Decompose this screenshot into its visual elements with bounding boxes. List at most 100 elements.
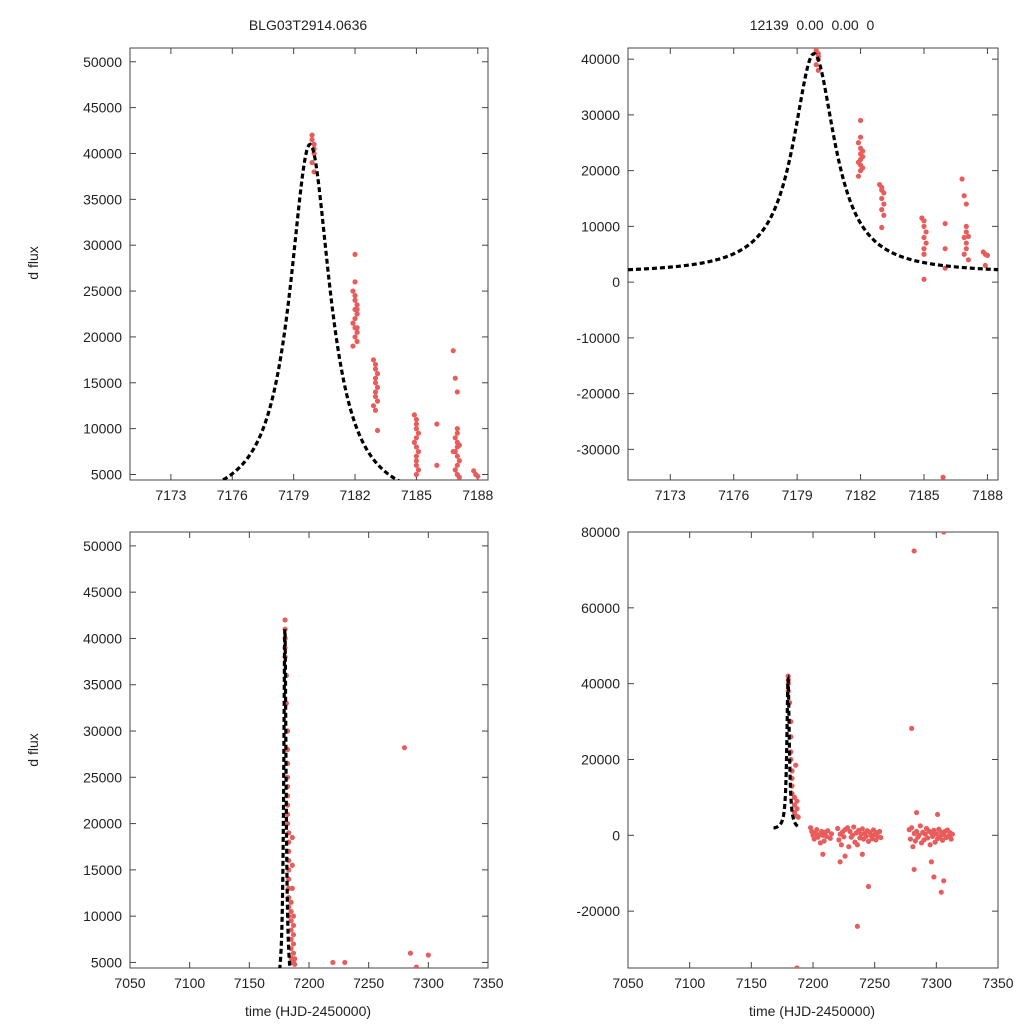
data-point [821, 838, 827, 844]
data-point [859, 826, 865, 832]
data-point [963, 201, 969, 207]
data-point [415, 430, 422, 436]
data-point [292, 961, 298, 967]
y-tick-label: 15000 [83, 862, 122, 878]
data-point [984, 252, 991, 258]
data-point [842, 853, 848, 859]
data-point [354, 306, 360, 313]
data-point [940, 474, 946, 480]
data-point [370, 357, 377, 363]
y-tick-label: 50000 [83, 538, 122, 554]
x-tick-label: 7185 [401, 487, 432, 503]
data-point [454, 426, 460, 432]
data-point [290, 941, 297, 947]
y-tick-label: 20000 [83, 329, 122, 345]
data-point [877, 828, 883, 835]
data-point [454, 430, 460, 436]
data-point [963, 223, 969, 229]
data-point [288, 908, 294, 915]
data-point [352, 297, 358, 303]
data-point [941, 878, 947, 884]
plot-area [278, 617, 431, 968]
x-tick-label: 7300 [413, 975, 444, 991]
data-point [350, 320, 356, 326]
x-tick-label: 7179 [782, 487, 813, 503]
data-point [827, 835, 833, 841]
y-tick-label: 15000 [83, 375, 122, 391]
data-point [413, 421, 419, 427]
x-tick-label: 7188 [972, 487, 1003, 503]
data-point [931, 874, 937, 880]
y-tick-label: 0 [612, 827, 620, 843]
data-point [836, 837, 842, 843]
y-tick-label: 35000 [83, 191, 122, 207]
data-point [909, 725, 915, 731]
data-point [795, 814, 801, 820]
data-point [288, 918, 294, 924]
data-point [909, 825, 915, 831]
data-point [922, 831, 928, 837]
data-point [914, 809, 920, 816]
y-tick-label: 5000 [91, 466, 122, 482]
model-curve [628, 51, 998, 272]
y-tick-label: 20000 [581, 163, 620, 179]
data-point [813, 62, 819, 68]
y-tick-label: -20000 [576, 903, 620, 919]
data-point [938, 889, 944, 895]
model-curve [278, 629, 292, 968]
x-tick-label: 7173 [655, 487, 686, 503]
data-point [921, 234, 927, 241]
data-point [415, 448, 422, 455]
data-point [963, 229, 969, 235]
plot-area [628, 48, 998, 480]
data-point [881, 212, 887, 218]
model-curve [219, 142, 401, 480]
data-point [948, 836, 954, 842]
data-point [434, 421, 440, 427]
data-point [912, 838, 918, 844]
data-point [928, 859, 935, 865]
y-tick-label: 5000 [91, 954, 122, 970]
data-point [282, 617, 288, 623]
y-tick-label: 25000 [83, 283, 122, 299]
y-tick-label: 35000 [83, 677, 122, 693]
data-point [374, 384, 381, 390]
plot-area [219, 132, 481, 480]
x-tick-label: 7100 [174, 975, 205, 991]
data-point [407, 950, 414, 956]
data-point [859, 851, 865, 857]
data-point [927, 842, 933, 848]
data-point [855, 140, 862, 146]
data-point [290, 932, 297, 938]
data-point [921, 223, 927, 229]
panel-bottom-right: 7050 7100 7150 7200 7250 7300 7350 -20000 0 20000… [576, 524, 1013, 991]
data-point [965, 233, 972, 240]
data-point [352, 334, 358, 340]
data-point [828, 831, 835, 837]
x-tick-label: 7176 [718, 487, 749, 503]
data-point [881, 190, 887, 196]
data-point [413, 453, 419, 459]
data-point [450, 448, 456, 455]
data-point [290, 950, 297, 956]
data-point [863, 833, 869, 840]
data-point [289, 834, 295, 841]
y-tick-label: 20000 [83, 816, 122, 832]
data-point [374, 427, 381, 434]
y-tick-label: 10000 [83, 908, 122, 924]
x-tick-label: 7185 [908, 487, 939, 503]
x-tick-label: 7150 [736, 975, 767, 991]
xlabel-right: time (HJD-2450000) [748, 1003, 876, 1019]
data-point [961, 251, 967, 257]
data-point [454, 389, 460, 395]
data-point [879, 195, 885, 202]
data-point [930, 833, 936, 840]
data-point [374, 398, 381, 404]
data-point [289, 885, 295, 891]
data-point [917, 823, 923, 829]
x-tick-label: 7173 [155, 487, 186, 503]
y-tick-label: 40000 [581, 676, 620, 692]
data-point [837, 859, 843, 865]
data-point [881, 201, 887, 207]
data-point [933, 831, 939, 837]
